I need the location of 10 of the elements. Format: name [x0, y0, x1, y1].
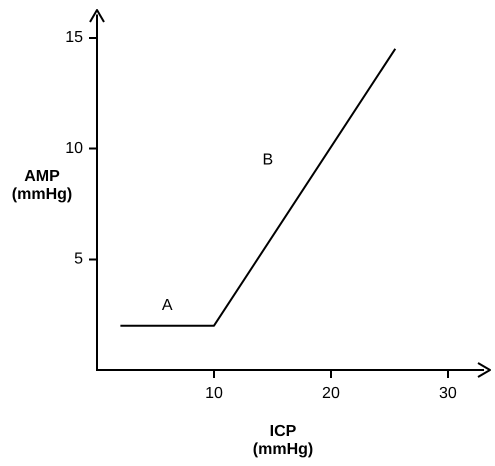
y-tick-label: 5	[74, 250, 84, 268]
annotation: B	[262, 152, 274, 169]
x-tick-label: 10	[205, 385, 223, 402]
y-tick-label: 10	[65, 140, 84, 157]
annotation: A	[162, 297, 173, 314]
y-tick-label: 15	[65, 29, 84, 46]
y-axis-title: AMP (mmHg)	[10, 168, 74, 204]
x-axis-title: ICP (mmHg)	[252, 423, 314, 459]
x-tick-label: 30	[439, 385, 457, 402]
x-tick-label: 20	[322, 385, 340, 402]
